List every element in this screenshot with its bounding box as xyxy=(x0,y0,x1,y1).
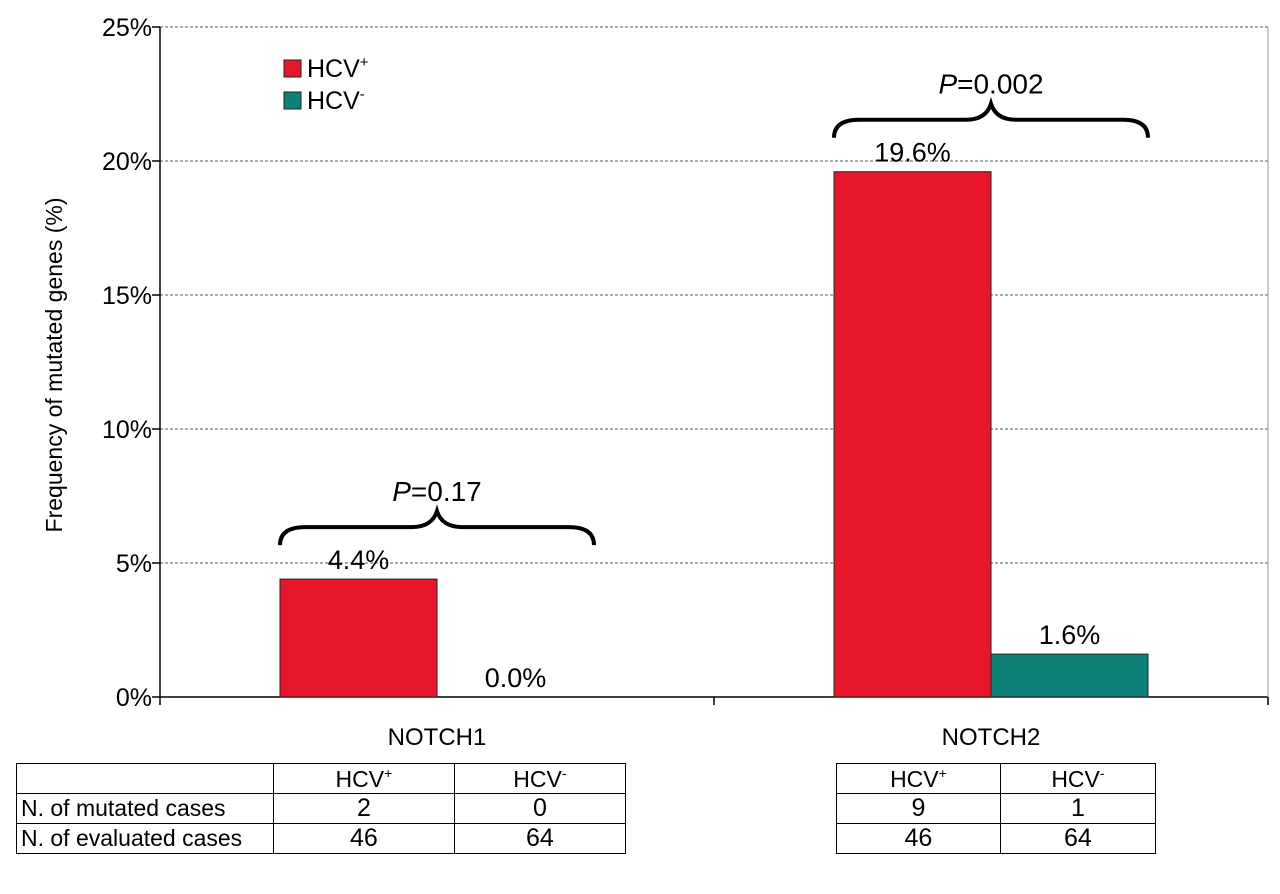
p-value-notch2: P=0.002 xyxy=(938,69,1043,100)
table-corner-cell xyxy=(16,763,274,794)
bar-notch2-hcv-neg xyxy=(990,653,1149,698)
legend-swatch-hcv-neg xyxy=(283,91,302,110)
y-tick-label: 25% xyxy=(102,14,152,42)
data-label: 1.6% xyxy=(1039,620,1101,650)
data-label: 4.4% xyxy=(328,545,390,575)
cell-notch2-mutated-hcv-neg: 1 xyxy=(999,793,1157,824)
y-tick-label: 5% xyxy=(116,550,152,578)
labels: 4.4% 0.0% NOTCH1 P=0.17 19.6% 1.6% NOTCH2 P=0.0… xyxy=(278,54,1150,751)
bar-chart: 0% 5% 10% 15% 20% 25% 4.4% 0.0% NOTCH1 P=0.17 19.… xyxy=(41,14,1269,751)
cell-notch2-evaluated-hcv-neg: 64 xyxy=(999,823,1157,854)
cell-notch1-mutated-hcv-neg: 0 xyxy=(453,793,627,824)
cell-notch1-mutated-hcv-pos: 2 xyxy=(273,793,455,824)
cell-notch2-mutated-hcv-pos: 9 xyxy=(836,793,1001,824)
y-tick-label: 20% xyxy=(102,148,152,176)
bar-notch2-hcv-pos xyxy=(833,171,992,698)
cell-notch1-evaluated-hcv-pos: 46 xyxy=(273,823,455,854)
col-header-hcv-pos: HCV+ xyxy=(273,763,455,794)
col-header-hcv-neg: HCV- xyxy=(999,763,1157,794)
legend-label-hcv-neg: HCV- xyxy=(307,86,365,115)
row-label-mutated: N. of mutated cases xyxy=(16,793,274,824)
cell-notch2-evaluated-hcv-pos: 46 xyxy=(836,823,1001,854)
bars xyxy=(279,171,1149,698)
row-label-evaluated: N. of evaluated cases xyxy=(16,823,274,854)
category-label: NOTCH2 xyxy=(942,724,1041,751)
notch1-counts-table: HCV+ HCV- N. of mutated cases 2 0 N. of … xyxy=(16,763,627,854)
legend-label-hcv-pos: HCV+ xyxy=(307,54,369,83)
legend-swatch-hcv-pos xyxy=(283,59,302,78)
data-label: 19.6% xyxy=(874,138,951,168)
data-label: 0.0% xyxy=(485,663,547,693)
p-value-notch1: P=0.17 xyxy=(392,476,482,507)
cell-notch1-evaluated-hcv-neg: 64 xyxy=(453,823,627,854)
axes: 0% 5% 10% 15% 20% 25% xyxy=(102,14,1269,712)
col-header-hcv-neg: HCV- xyxy=(453,763,627,794)
brace-notch1 xyxy=(278,504,596,546)
y-axis-title: Frequency of mutated genes (%) xyxy=(41,198,67,533)
bar-notch1-hcv-pos xyxy=(279,578,438,698)
y-tick-label: 0% xyxy=(116,684,152,712)
y-tick-label: 15% xyxy=(102,282,152,310)
y-tick-label: 10% xyxy=(102,416,152,444)
category-label: NOTCH1 xyxy=(388,724,487,751)
brace-notch2 xyxy=(832,97,1150,138)
notch2-counts-table: HCV+ HCV- 9 1 46 64 xyxy=(836,763,1157,854)
col-header-hcv-pos: HCV+ xyxy=(836,763,1001,794)
